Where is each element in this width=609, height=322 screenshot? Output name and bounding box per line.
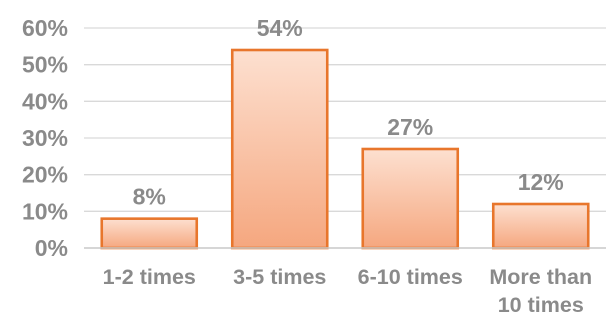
bar [491,202,590,250]
bar [230,48,329,250]
category-label: 6-10 times [358,265,463,289]
data-label: 8% [133,184,166,210]
y-tick-label: 50% [22,52,68,78]
y-axis-tick-labels: 0% 10% 20% 30% 40% 50% 60% [22,15,68,261]
y-tick-label: 20% [22,162,68,188]
data-label: 27% [387,114,433,140]
category-label: 3-5 times [233,265,326,289]
data-label: 54% [257,15,303,41]
x-axis-category-labels: 1-2 times 3-5 times 6-10 times More than 10 … [103,265,592,317]
bar [361,147,460,250]
y-tick-label: 0% [35,235,68,261]
data-labels: 8% 54% 27% 12% [133,15,564,210]
y-tick-label: 10% [22,198,68,224]
category-label: 1-2 times [103,265,196,289]
bar [100,217,199,250]
bars [100,48,590,250]
y-tick-label: 30% [22,125,68,151]
y-tick-label: 60% [22,15,68,41]
data-label: 12% [518,169,564,195]
y-tick-label: 40% [22,88,68,114]
category-label: More than 10 times [489,265,592,317]
